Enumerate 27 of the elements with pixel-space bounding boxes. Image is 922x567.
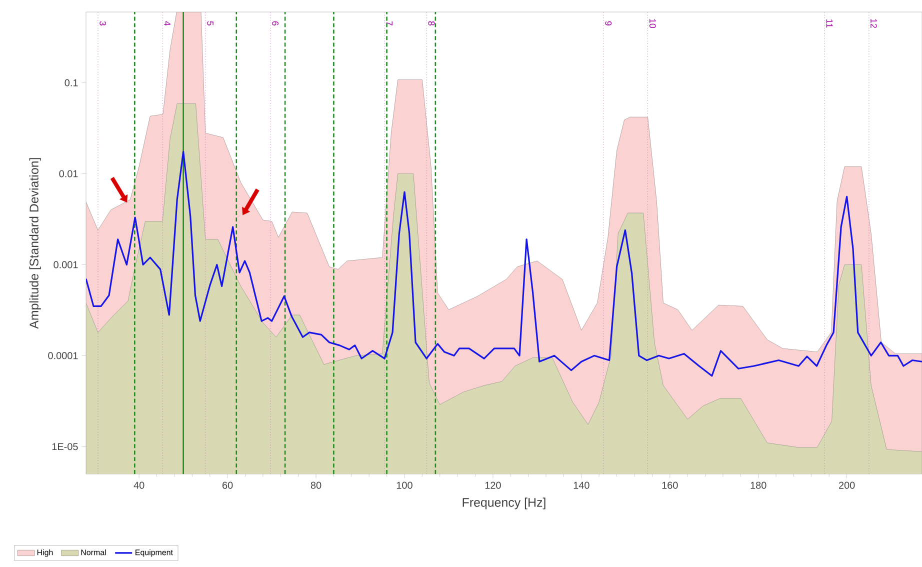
annotation: 10 [649, 19, 656, 28]
y-tick-label: 0.1 [64, 79, 78, 86]
y-tick-label: 1E-05 [52, 443, 78, 450]
annotation: 8 [428, 21, 435, 26]
x-tick-label: 180 [750, 482, 766, 489]
y-axis-title: Amplitude [Standard Deviation] [29, 158, 41, 329]
x-axis-title: Frequency [Hz] [462, 498, 546, 510]
y-tick-label: 0.01 [59, 170, 78, 178]
line-series [86, 150, 922, 377]
annotation: 5 [207, 21, 214, 26]
annotation: 3 [100, 21, 106, 26]
annotation: 7 [386, 21, 392, 26]
annotation: 11 [826, 19, 833, 28]
x-tick-label: 40 [134, 482, 144, 489]
annotation: 4 [164, 21, 170, 26]
x-tick-label: 60 [222, 482, 233, 489]
x-tick-label: 160 [662, 482, 678, 489]
x-tick-label: 100 [396, 482, 412, 489]
x-tick-label: 200 [839, 482, 855, 489]
annotation: 9 [605, 21, 612, 26]
y-tick-label: 0.001 [54, 261, 78, 268]
y-tick-label: 0.0001 [48, 352, 78, 360]
annotation: 12 [870, 19, 877, 28]
x-tick-label: 120 [485, 482, 501, 489]
x-tick-label: 140 [574, 482, 590, 489]
annotation: 6 [272, 21, 278, 26]
x-tick-label: 80 [310, 482, 322, 489]
